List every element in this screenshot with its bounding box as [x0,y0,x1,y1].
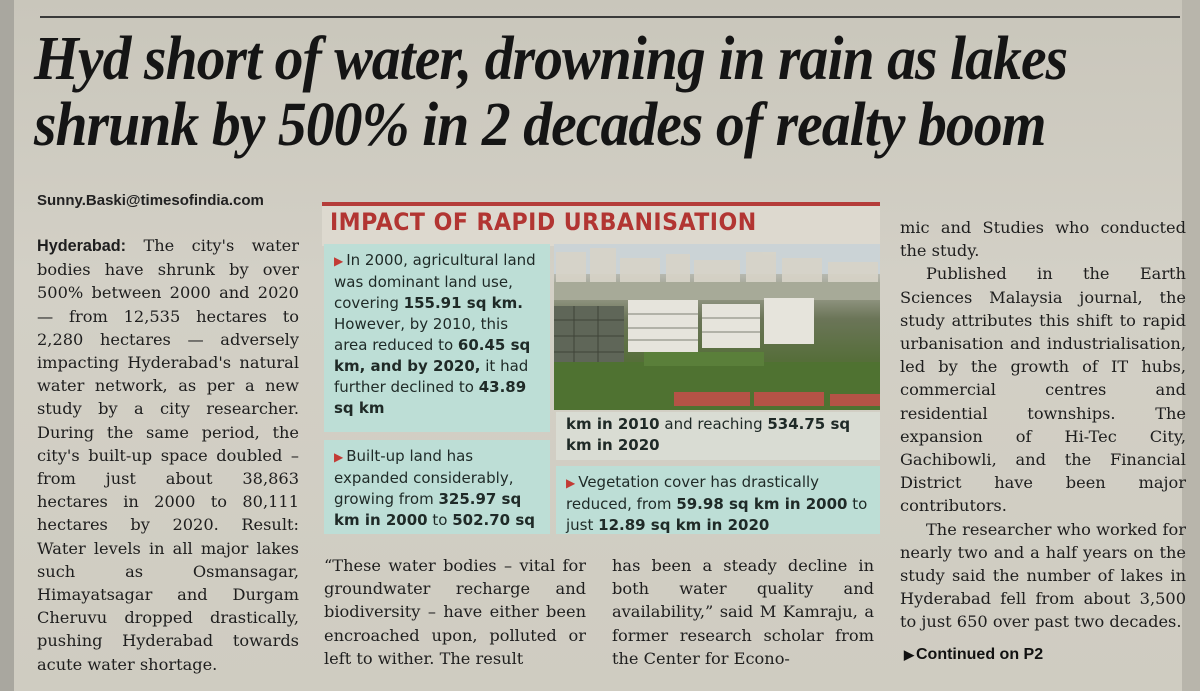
paragraph: The researcher who worked for nearly two… [900,519,1186,632]
city-skyline-photo [554,244,880,410]
article-text: The city's water bodies have shrunk by o… [37,236,299,674]
triangle-bullet-icon: ▶ [904,647,914,662]
tile-text: Built-up land has expanded considerably,… [334,447,514,508]
built-up-land-tile: ▶ Built-up land has expanded considerably… [324,440,550,534]
article-column-3: mic and Studies who conducted the study.… [900,216,1186,634]
tile-stat: 534.75 sq km in 2020 [566,415,851,454]
tile-stat: 325.97 sq km in 2000 [334,490,522,529]
quote-paragraph: “These water bodies – vital for groundwa… [324,556,586,668]
continued-text: Continued on P2 [916,646,1044,663]
paragraph: mic and Studies who conducted the study. [900,218,1186,261]
tile-text: However, by 2010, this area reduced to [334,315,509,354]
continued-link[interactable]: ▶ Continued on P2 [904,646,1043,664]
tile-stat: 155.91 sq km. [403,294,523,312]
tile-text: In 2000, agricultural land was dominant … [334,251,536,312]
triangle-bullet-icon: ▶ [334,254,344,268]
vegetation-cover-tile: ▶ Vegetation cover has drastically reduce… [556,466,880,534]
page-edge [1182,0,1200,691]
tile-text: it had further declined to [334,357,529,396]
article-column-2: “These water bodies – vital for groundwa… [324,554,876,670]
tile-stat: 12.89 sq km in 2020 [598,516,770,534]
paragraph: Published in the Earth Sciences Malaysia… [900,264,1186,516]
tile-text: Vegetation cover has drastically reduced… [566,473,820,513]
byline: Sunny.Baski@timesofindia.com [37,192,264,209]
tile-stat: 59.98 sq km in 2000 [676,495,848,513]
infographic-title-bar: IMPACT OF RAPID URBANISATION [322,202,880,246]
agricultural-land-tile: ▶ In 2000, agricultural land was dominant… [324,244,550,432]
tile-stat: 43.89 sq km [334,378,527,417]
quote-paragraph-continued: has been a steady decline in both water … [612,556,874,668]
article-column-1: Hyderabad: The city's water bodies have … [37,234,299,676]
infographic-title: IMPACT OF RAPID URBANISATION [330,208,757,236]
triangle-bullet-icon: ▶ [566,476,576,490]
tile-stat: 60.45 sq km, and by 2020, [334,336,531,375]
top-rule [40,16,1180,18]
dateline: Hyderabad: [37,237,127,255]
tile-stat: 502.70 sq [452,511,536,529]
tile-text: to [427,511,453,529]
triangle-bullet-icon: ▶ [334,450,344,464]
skyline-illustration [554,244,880,410]
page-edge [0,0,14,691]
tile-stat: km in 2010 [566,415,660,433]
built-up-land-tile-continued: km in 2010 and reaching 534.75 sq km in … [556,412,880,460]
tile-text: to just [566,495,868,534]
headline: Hyd short of water, drowning in rain as … [34,25,1068,159]
tile-text: and reaching [659,415,768,433]
